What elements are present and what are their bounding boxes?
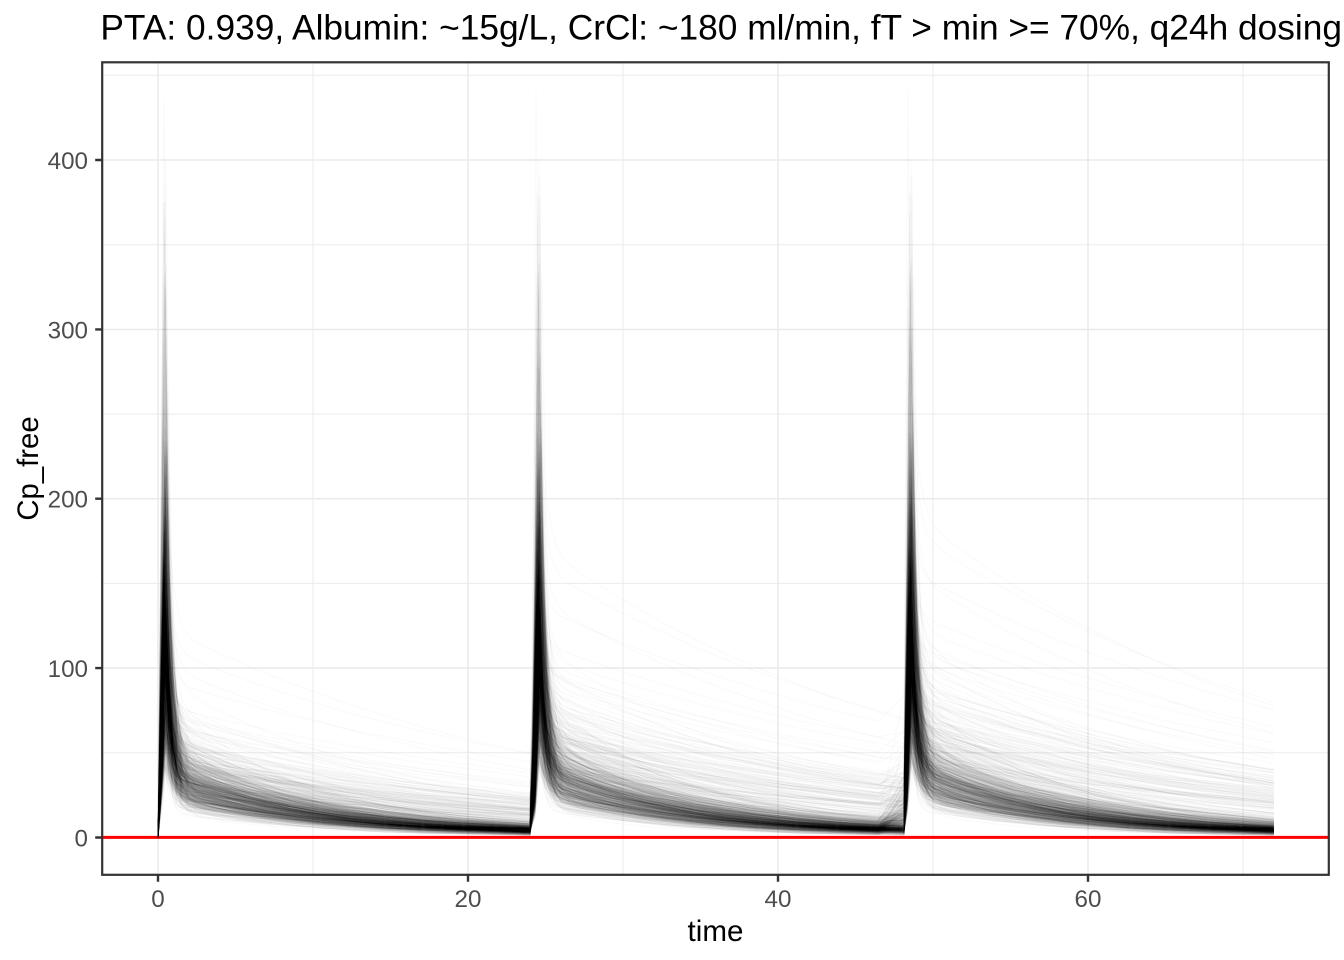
svg-text:0: 0 xyxy=(151,886,164,913)
svg-text:PTA: 0.939, Albumin: ~15g/L, C: PTA: 0.939, Albumin: ~15g/L, CrCl: ~180 … xyxy=(100,8,1342,47)
svg-text:60: 60 xyxy=(1075,886,1102,913)
svg-text:time: time xyxy=(688,915,744,948)
svg-text:100: 100 xyxy=(48,656,88,683)
svg-text:40: 40 xyxy=(765,886,792,913)
svg-text:20: 20 xyxy=(455,886,482,913)
svg-text:Cp_free: Cp_free xyxy=(12,416,45,520)
svg-text:200: 200 xyxy=(48,487,88,514)
svg-text:400: 400 xyxy=(48,148,88,175)
svg-text:300: 300 xyxy=(48,317,88,344)
svg-text:0: 0 xyxy=(75,826,88,853)
